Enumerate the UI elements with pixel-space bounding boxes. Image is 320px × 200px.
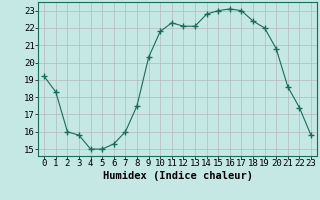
- X-axis label: Humidex (Indice chaleur): Humidex (Indice chaleur): [103, 171, 252, 181]
